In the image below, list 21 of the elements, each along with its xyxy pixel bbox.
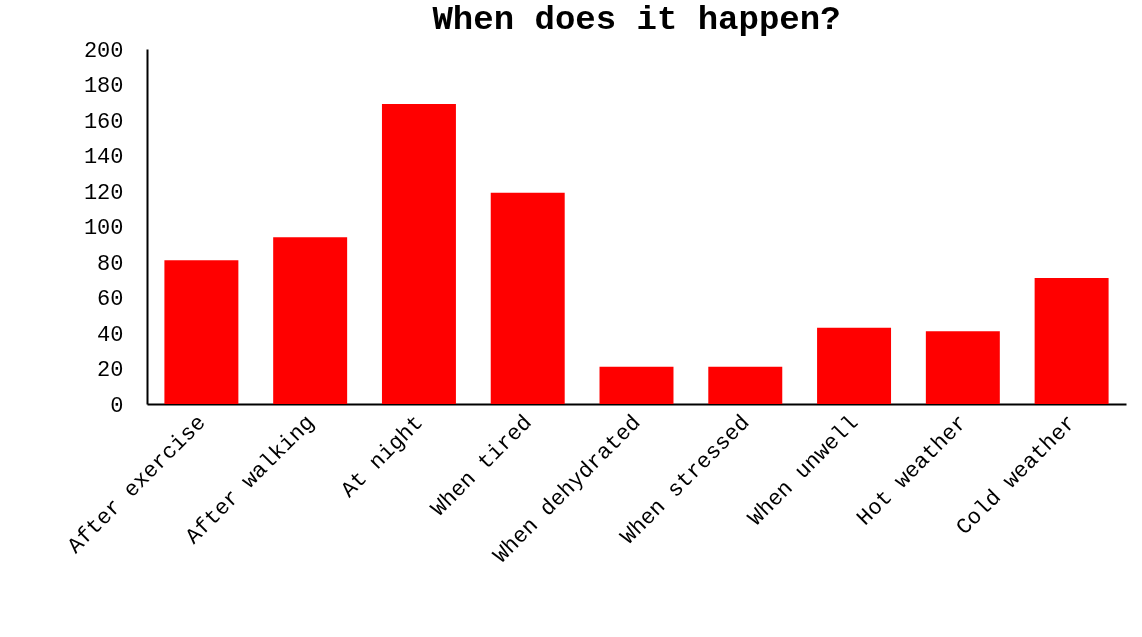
- y-tick-label: 200: [83, 38, 124, 64]
- bar: [273, 237, 348, 404]
- bar: [708, 366, 783, 404]
- y-tick-label: 80: [97, 251, 124, 277]
- bar: [599, 366, 674, 404]
- y-tick-label: 140: [83, 145, 124, 170]
- y-tick-label: 60: [97, 287, 124, 312]
- y-tick-label: 160: [83, 109, 124, 135]
- bar: [1034, 277, 1109, 404]
- y-tick-label: 180: [83, 74, 124, 99]
- bar: [381, 104, 456, 404]
- bar: [164, 260, 239, 404]
- y-tick-label: 120: [83, 180, 124, 206]
- bar: [817, 327, 892, 404]
- y-tick-label: 0: [110, 393, 124, 419]
- chart-title: When does it happen?: [432, 1, 841, 39]
- y-tick-label: 40: [97, 322, 124, 348]
- bar: [925, 331, 1000, 404]
- y-tick-label: 20: [97, 358, 124, 383]
- bar: [490, 192, 565, 404]
- y-tick-label: 100: [83, 216, 124, 241]
